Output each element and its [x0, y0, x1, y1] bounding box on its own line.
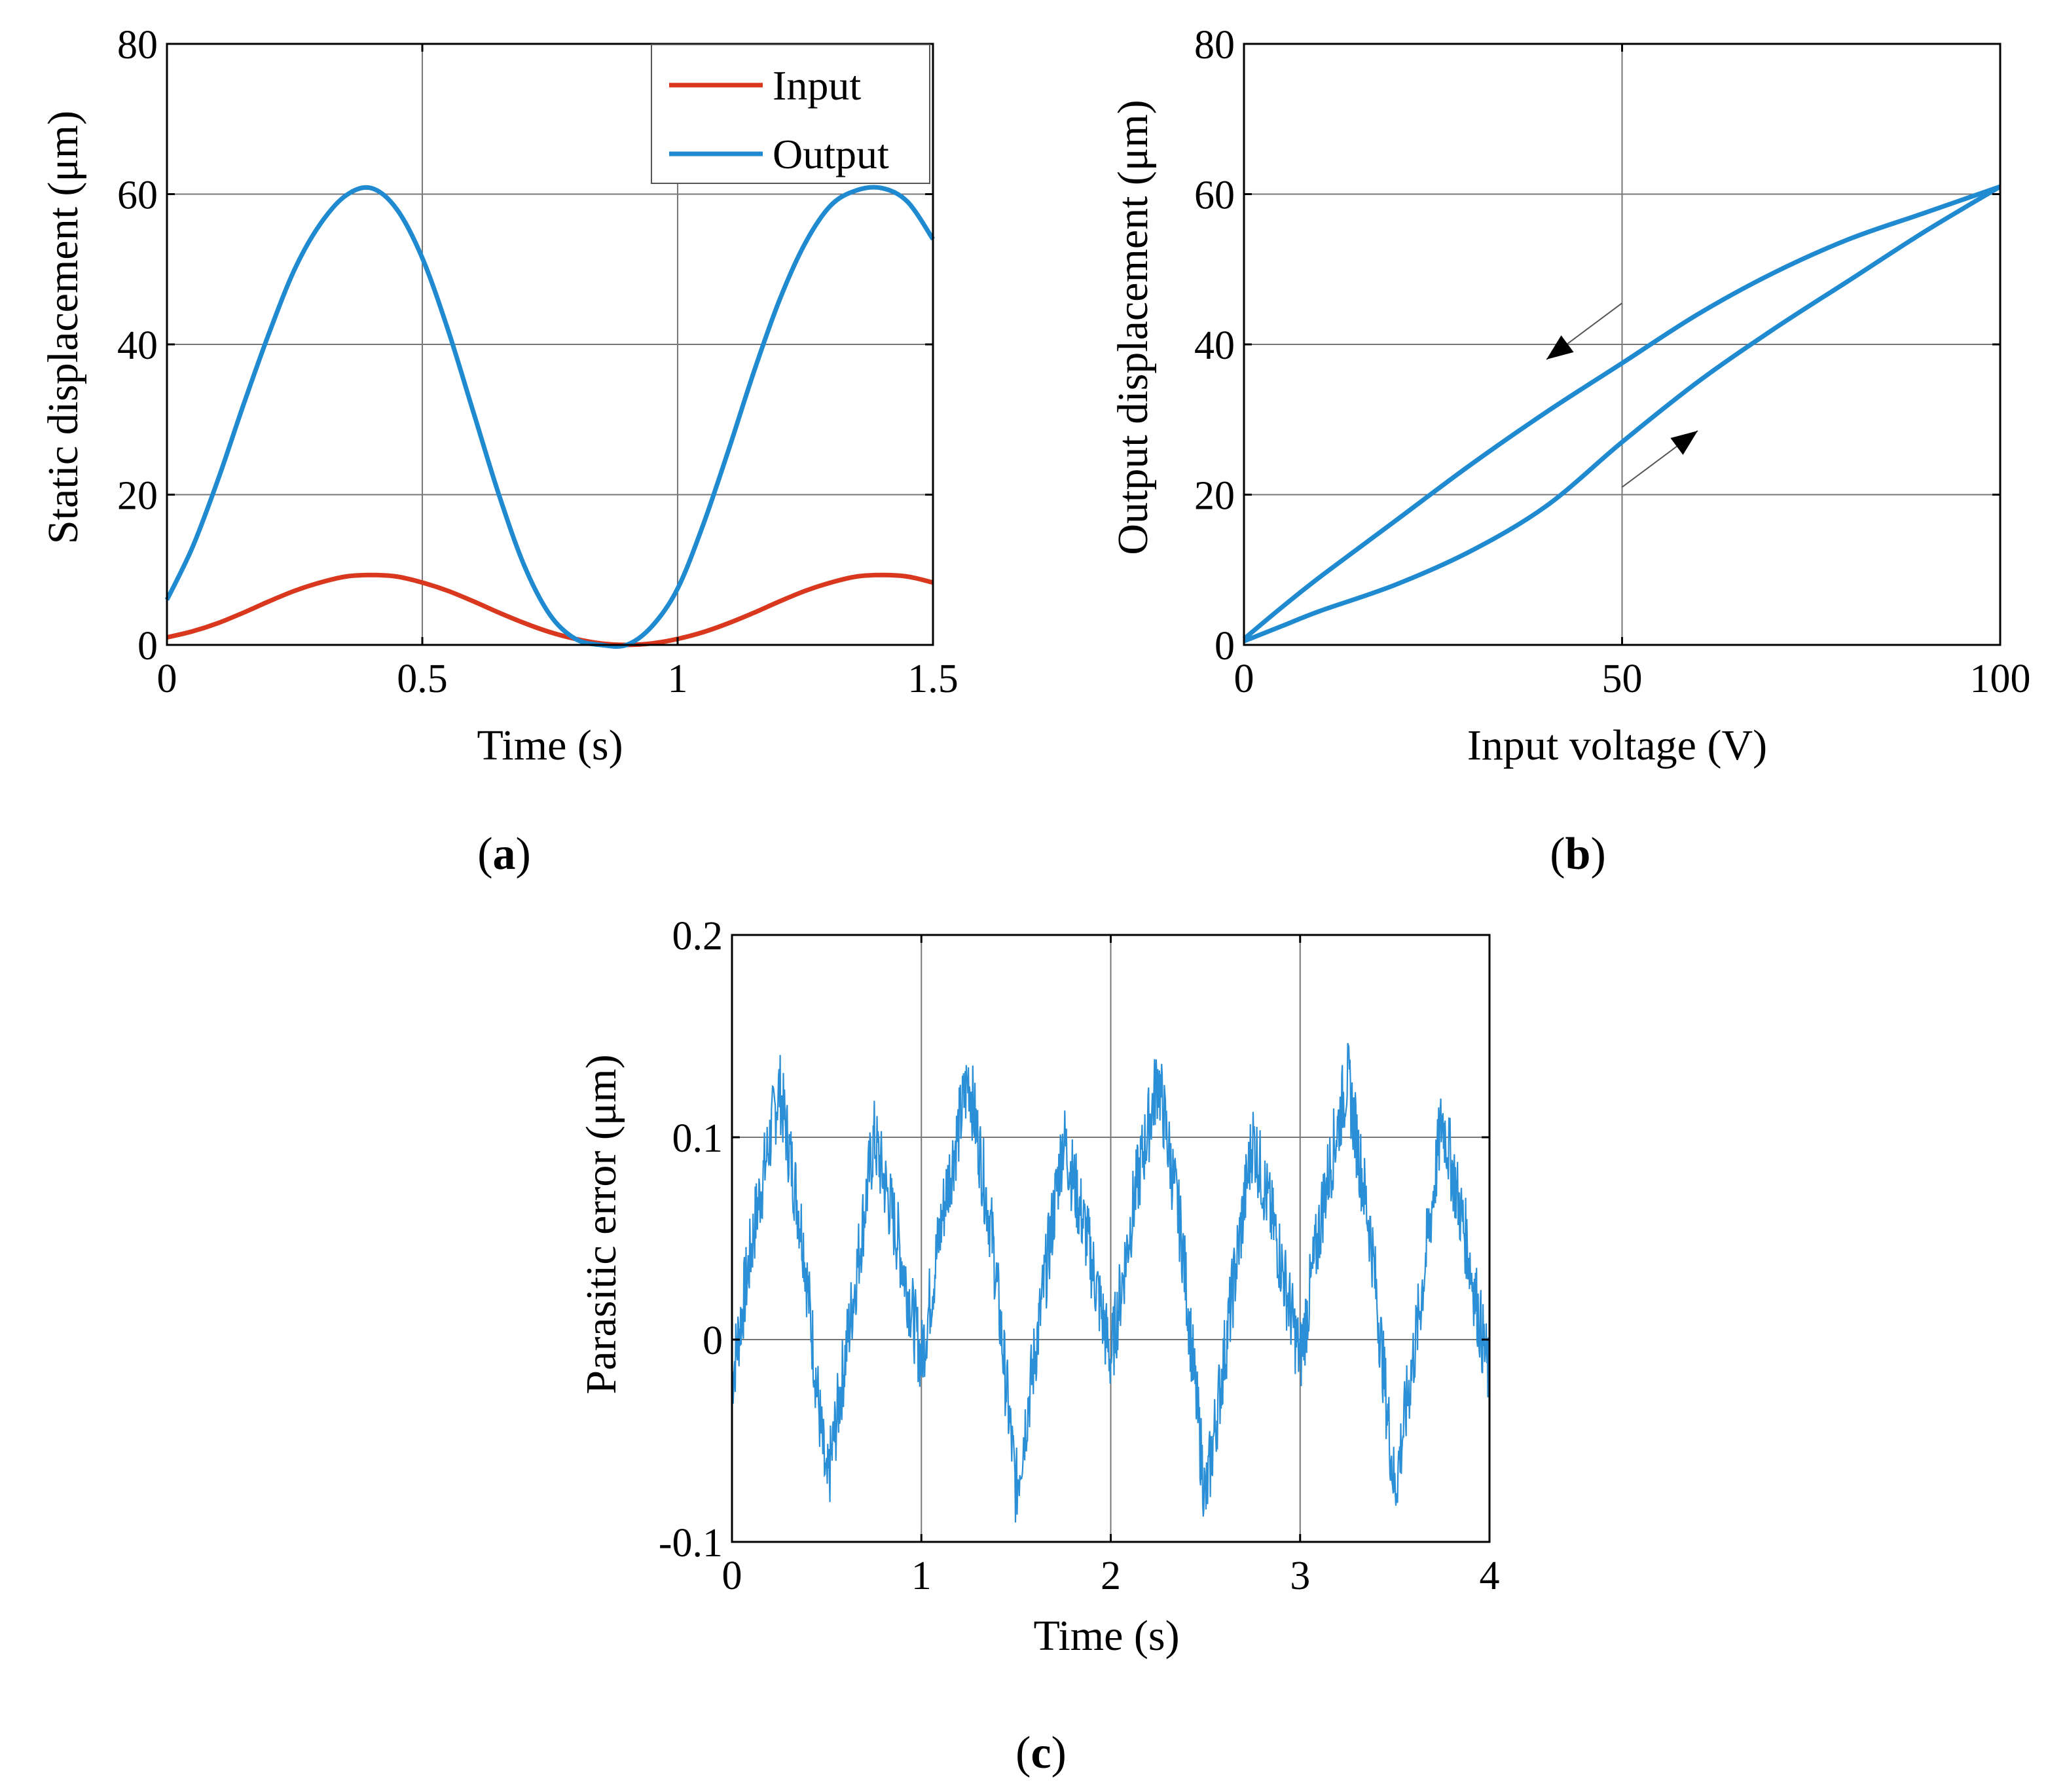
- y-tick-label: 0: [137, 624, 158, 668]
- direction-arrow-head: [1670, 431, 1698, 455]
- y-axis-label-a: Static displacement (μm): [39, 111, 87, 544]
- x-tick-label: 0: [157, 657, 177, 701]
- x-axis-label-b: Input voltage (V): [1467, 722, 1767, 769]
- x-tick-label: 2: [1101, 1554, 1121, 1598]
- y-tick-label: 80: [1194, 23, 1235, 67]
- y-tick-label: 60: [117, 174, 158, 218]
- panel-b: 0 50 100 0 20 40 60 80 Input voltage (V) Output…: [1109, 23, 2031, 879]
- y-tick-label: 0.1: [672, 1116, 723, 1161]
- y-tick-label: 0: [703, 1319, 723, 1363]
- x-tick-label: 1: [668, 657, 688, 701]
- x-tick-label: 0: [722, 1554, 742, 1598]
- x-axis-label-a: Time (s): [477, 722, 623, 769]
- caption-c: (c): [1015, 1728, 1067, 1778]
- hysteresis-branch-loading: [1243, 184, 2001, 644]
- panel-a: 0 0.5 1 1.5 0 20 40 60 80 Time (s) Static displa…: [39, 23, 959, 879]
- y-tick-label: 80: [117, 23, 158, 67]
- hysteresis-branch-unloading: [1242, 184, 2001, 641]
- series-line-output: [164, 185, 935, 649]
- y-tick-label: 0: [1215, 624, 1235, 668]
- y-tick-label: 20: [1194, 474, 1235, 519]
- x-tick-label: 1: [911, 1554, 932, 1598]
- y-tick-label: 0.2: [672, 914, 723, 959]
- panel-c: 0 1 2 3 4-0.100.10.2 Time (s) Parasitic erro…: [577, 914, 1500, 1778]
- x-tick-label: 50: [1602, 657, 1643, 701]
- y-tick-label: 60: [1194, 174, 1235, 218]
- x-tick-label: 1.5: [907, 657, 959, 701]
- x-tick-label: 0.5: [397, 657, 448, 701]
- x-tick-label: 100: [1970, 657, 2031, 701]
- direction-arrow-head: [1546, 335, 1574, 359]
- caption-a: (a): [477, 829, 531, 879]
- y-axis-label-b: Output displacement (μm): [1109, 100, 1157, 555]
- caption-letter-c: c: [1031, 1728, 1051, 1778]
- caption-b: (b): [1550, 829, 1606, 879]
- y-tick-label: 40: [117, 323, 158, 368]
- legend-label-output: Output: [773, 131, 889, 177]
- y-tick-label: -0.1: [659, 1521, 723, 1565]
- x-tick-label: 3: [1290, 1554, 1310, 1598]
- caption-letter-a: a: [493, 829, 516, 879]
- legend: Input Output: [651, 44, 930, 184]
- y-tick-label: 20: [117, 474, 158, 519]
- y-tick-label: 40: [1194, 323, 1235, 368]
- x-axis-label-c: Time (s): [1033, 1612, 1179, 1660]
- series-line-parasitic: [731, 1043, 1491, 1523]
- x-tick-label: 4: [1480, 1554, 1500, 1598]
- legend-box: [651, 44, 930, 184]
- y-axis-label-c: Parasitic error (μm): [577, 1054, 625, 1394]
- caption-letter-b: b: [1565, 829, 1591, 879]
- legend-label-input: Input: [773, 62, 861, 109]
- series-line-input: [166, 572, 934, 648]
- x-tick-label: 0: [1234, 657, 1254, 701]
